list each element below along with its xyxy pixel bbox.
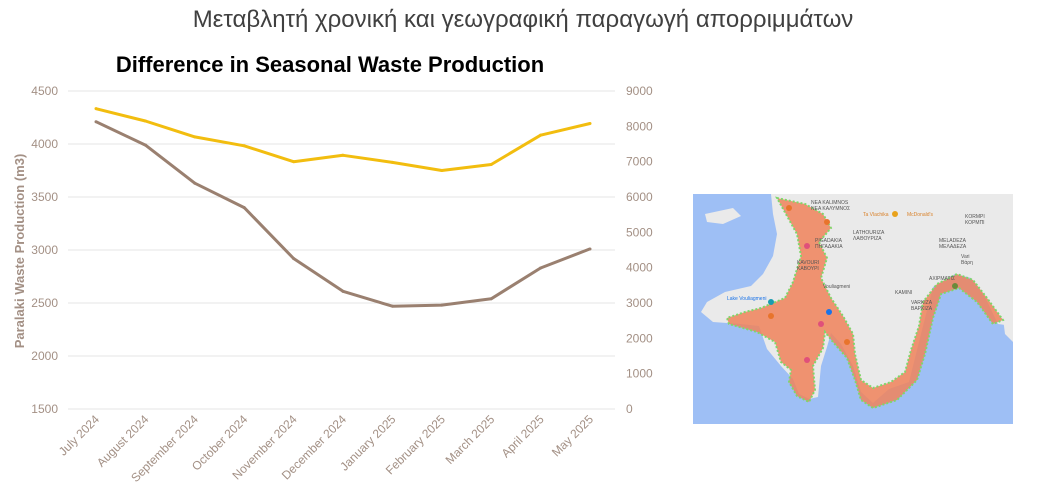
y2-tick-label: 4000 [626, 261, 653, 275]
data-point [539, 133, 543, 137]
map-label: ΒΑΡΚΙΖΑ [911, 306, 933, 312]
x-tick-label: March 2025 [443, 412, 498, 467]
map-label: KAMINI [895, 290, 912, 296]
y2-tick-label: 9000 [626, 84, 653, 98]
data-point [242, 144, 246, 148]
map-label: ΛΑΘΟΥΡΙΖΑ [853, 236, 882, 242]
map-pin[interactable] [844, 339, 850, 345]
data-point [390, 304, 394, 308]
series-layer [94, 107, 592, 308]
map-label: ΑΧΙΡΜΑΤΙΣ [929, 276, 955, 282]
data-point [341, 153, 345, 157]
x-tick-label: April 2025 [499, 412, 547, 460]
y2-tick-label: 8000 [626, 119, 653, 133]
map-label: Lake Vouliagmeni [727, 296, 766, 302]
map-pin[interactable] [804, 243, 810, 249]
y2-tick-label: 2000 [626, 331, 653, 345]
page-title: Μεταβλητή χρονική και γεωγραφική παραγωγ… [192, 6, 854, 33]
waste-zone-map[interactable]: NEA KALIMNOS ΝΕΑ ΚΑΛΥΜΝΟΣ Ta Vlachika Mc… [693, 194, 1013, 424]
data-point [242, 206, 246, 210]
map-label: ΚΑΒΟΥΡΙ [797, 266, 819, 272]
data-point [588, 122, 592, 126]
data-point [440, 303, 444, 307]
map-coast-right [1003, 312, 1013, 342]
map-label: KORMPI [965, 214, 985, 220]
y-tick-label: 2000 [31, 349, 58, 363]
map-label: Vouliagmeni [823, 284, 850, 290]
map-pin[interactable] [824, 219, 830, 225]
data-point [341, 289, 345, 293]
y2-tick-label: 5000 [626, 225, 653, 239]
map-pin[interactable] [768, 313, 774, 319]
map-island [705, 208, 741, 224]
data-point [143, 119, 147, 123]
y2-tick-label: 6000 [626, 190, 653, 204]
map-label: ΜΕΛΑΔΕΖΑ [939, 244, 967, 250]
data-point [390, 160, 394, 164]
y-tick-label: 4500 [31, 84, 58, 98]
series-line-right-axis [95, 107, 591, 172]
y-tick-label: 3000 [31, 243, 58, 257]
data-point [539, 266, 543, 270]
map-pin[interactable] [952, 283, 958, 289]
map-pin[interactable] [818, 321, 824, 327]
map-labels: NEA KALIMNOS ΝΕΑ ΚΑΛΥΜΝΟΣ Ta Vlachika Mc… [727, 200, 985, 312]
map-svg: NEA KALIMNOS ΝΕΑ ΚΑΛΥΜΝΟΣ Ta Vlachika Mc… [693, 194, 1013, 424]
map-label: VARKIZA [911, 300, 933, 306]
waste-zone[interactable] [725, 196, 1005, 410]
map-pin[interactable] [786, 205, 792, 211]
map-label: ΠΗΓΑΔΑΚΙΑ [815, 244, 843, 250]
map-pin[interactable] [892, 211, 898, 217]
data-point [489, 297, 493, 301]
data-point [588, 247, 592, 251]
y-tick-label: 3500 [31, 190, 58, 204]
data-point [193, 181, 197, 185]
data-point [292, 160, 296, 164]
map-pin[interactable] [826, 309, 832, 315]
y2-tick-label: 3000 [626, 296, 653, 310]
data-point [143, 143, 147, 147]
map-label: LATHOURIZA [853, 230, 885, 236]
x-tick-label: May 2025 [549, 412, 596, 459]
y2-tick-label: 0 [626, 402, 633, 416]
data-point [193, 135, 197, 139]
map-label: PIGADAKIA [815, 238, 843, 244]
data-point [440, 169, 444, 172]
map-pins [768, 205, 958, 363]
map-pin[interactable] [768, 299, 774, 305]
y-tick-label: 2500 [31, 296, 58, 310]
y2-tick-label: 7000 [626, 155, 653, 169]
map-label: Βάρη [961, 259, 973, 266]
map-label: NEA KALIMNOS [811, 200, 849, 206]
data-point [94, 107, 98, 111]
x-tick-label: July 2024 [56, 412, 102, 458]
map-pin[interactable] [804, 357, 810, 363]
y-tick-label: 4000 [31, 137, 58, 151]
chart-title: Difference in Seasonal Waste Production [116, 52, 544, 77]
map-label: MELADEZA [939, 238, 967, 244]
map-label: McDonald's [907, 212, 933, 218]
data-point [489, 162, 493, 166]
map-label: ΚΟΡΜΠΙ [965, 220, 985, 226]
y-axis-label: Paralaki Waste Production (m3) [12, 154, 27, 349]
map-label: ΝΕΑ ΚΑΛΥΜΝΟΣ [811, 206, 850, 212]
data-point [292, 256, 296, 260]
map-label: Vari [961, 254, 970, 260]
map-label: Ta Vlachika [863, 212, 889, 218]
data-point [94, 120, 98, 124]
y-tick-label: 1500 [31, 402, 58, 416]
map-label: KAVOURI [797, 260, 819, 266]
y2-tick-label: 1000 [626, 367, 653, 381]
